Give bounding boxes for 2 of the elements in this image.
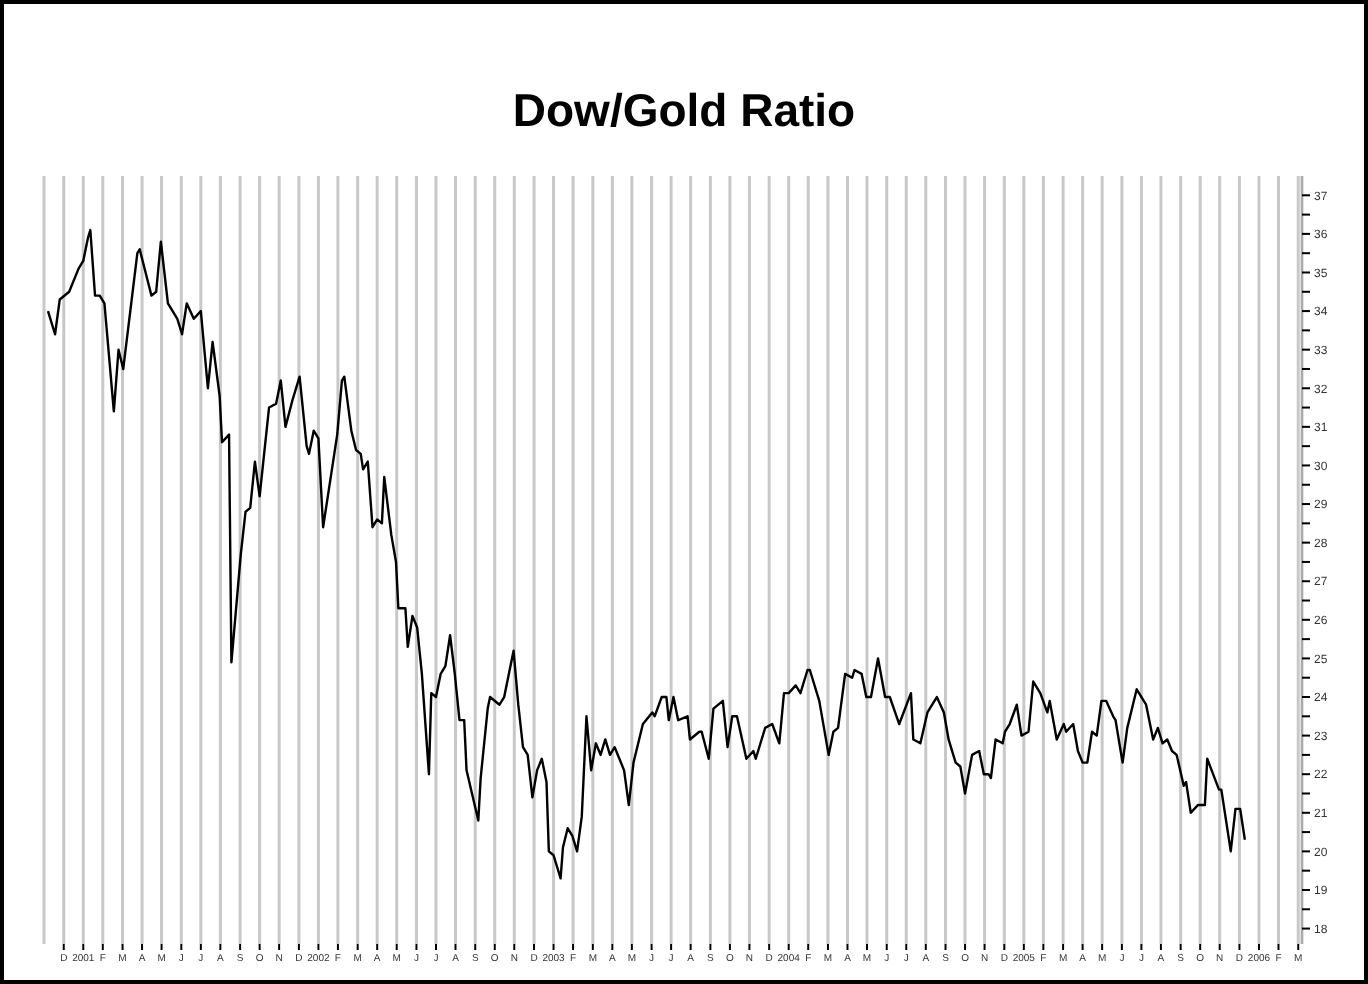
chart-title: Dow/Gold Ratio [510, 84, 858, 138]
line-series [46, 228, 1247, 880]
